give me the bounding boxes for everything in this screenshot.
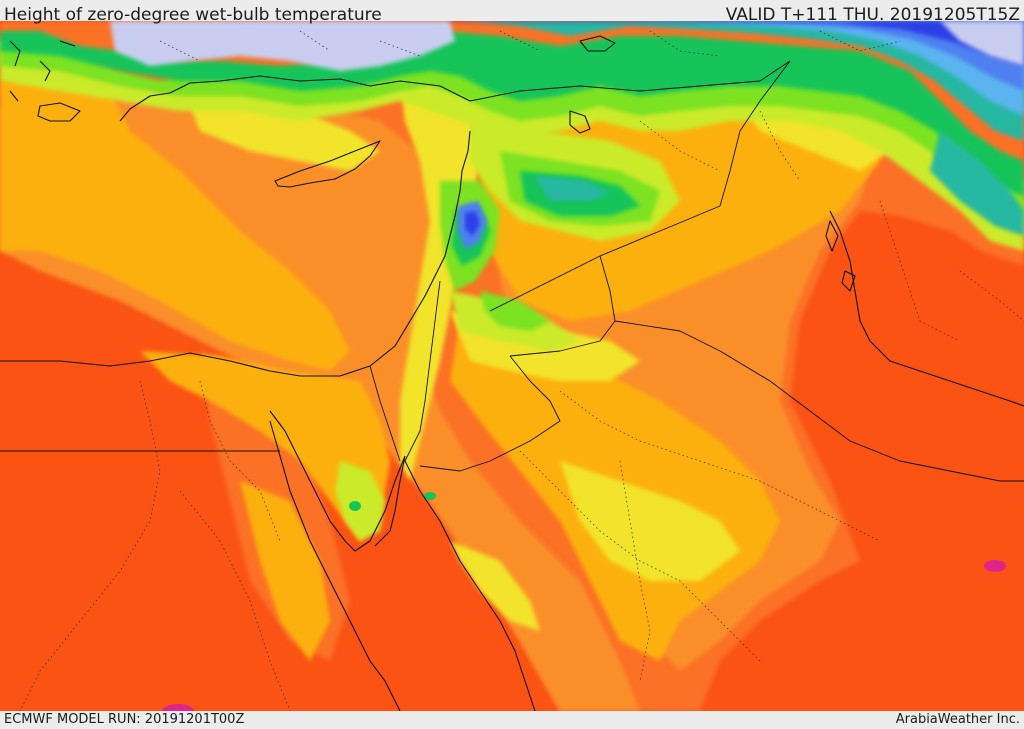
coast-turkey [119,75,471,122]
valid-time: VALID T+111 THU. 20191205T15Z [725,5,1020,25]
credit-label: ArabiaWeather Inc. [895,712,1020,727]
yellowgreen-sinai [335,461,385,541]
dotted-iran-1 [879,200,1024,342]
coast-suez [269,410,406,552]
coast-aegean [9,40,76,102]
coast-med-south [0,130,471,377]
coast-lake-east [569,110,591,134]
dotted-saudi-1 [519,450,761,662]
green-spot-aqaba [424,492,436,500]
border-saudi-jordan-south [419,355,561,472]
border-syria-iraq [719,60,791,207]
yellow-arabia-center [560,461,740,581]
deepblue-north [60,21,1024,66]
dotted-egypt-interior [19,380,161,711]
border-jordan-israel [404,280,441,462]
brightgreen-jordan [480,291,550,331]
teal-east [930,131,1024,236]
map-area [0,21,1024,711]
footer-bar [0,711,1024,729]
dotted-iraq-1 [639,110,801,182]
coast-crete [37,102,81,122]
dotted-sudan-1 [179,490,291,711]
green-north [0,31,1024,196]
coast-cyprus [274,140,381,188]
border-jordan-saudi [509,255,616,357]
magenta-spot-east [984,560,1006,572]
yellow-redsea-coast [450,541,540,631]
border-saudi-iraq-kuwait [614,320,1024,482]
gold-region-sinai [140,351,390,541]
gold-region-west [0,71,350,371]
deepblue-lebanon [465,211,480,236]
border-egypt-israel [369,365,401,462]
magenta-spot-south [162,704,194,711]
teal-syria [535,176,610,201]
coast-redsea-west [269,420,401,711]
coast-lake-north [579,35,616,52]
gold-region-redsea [240,481,330,661]
dotted-lines [19,30,1024,711]
coast-persian-gulf [829,210,1024,407]
coast-redsea-east [404,460,536,711]
dotted-turkey-1 [159,30,901,62]
dotted-egypt-interior-2 [199,380,281,542]
map-svg [0,21,1024,711]
coastlines [0,35,1024,711]
dotted-saudi-3 [619,460,651,682]
lavender-top [110,21,455,71]
dotted-saudi-2 [559,390,881,542]
lavender-top-east [940,21,1024,66]
border-turkey-syria [469,60,791,102]
green-spot-sinai [349,501,361,511]
header-bar [0,0,1024,21]
borders [0,60,1024,482]
coast-gulf-islands [825,220,856,292]
map-title: Height of zero-degree wet-bulb temperatu… [4,5,382,25]
model-run-label: ECMWF MODEL RUN: 20191201T00Z [4,712,245,727]
coast-aqaba [374,455,406,547]
